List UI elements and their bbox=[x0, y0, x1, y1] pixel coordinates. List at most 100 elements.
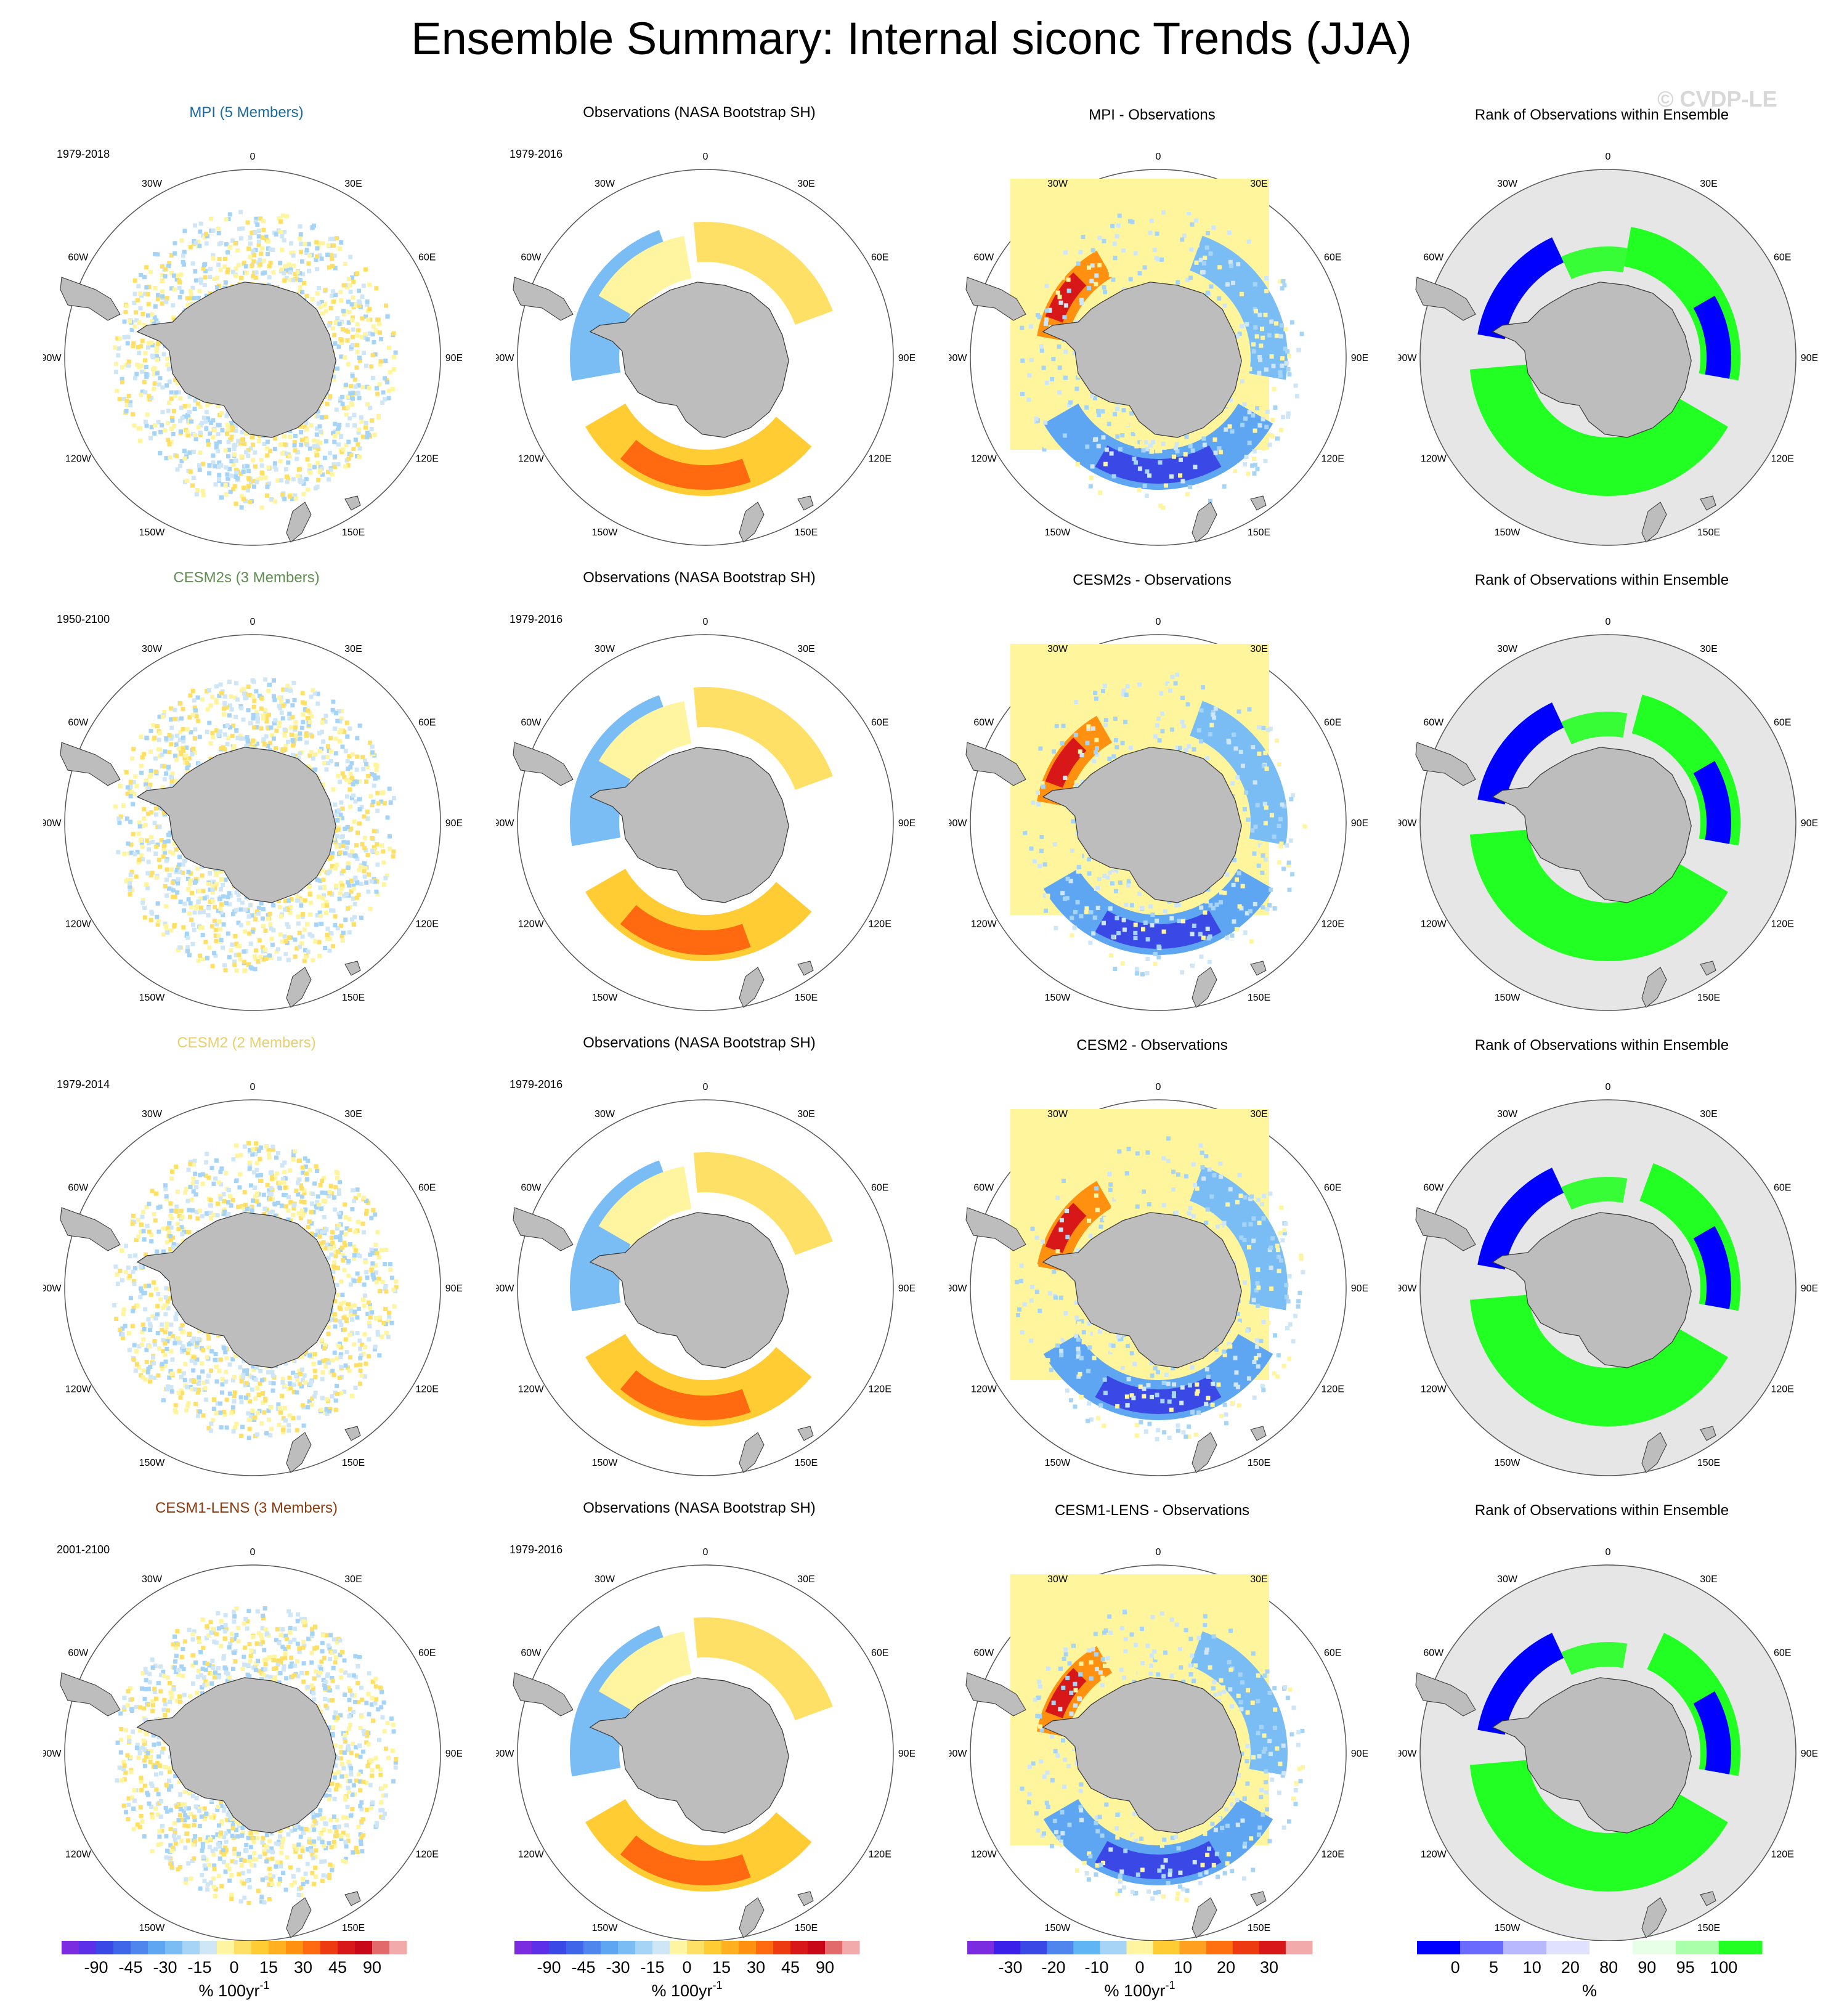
colorbar-swatch bbox=[1676, 1941, 1719, 1954]
meridian-label: 150W bbox=[592, 993, 619, 1003]
south-america-landmass bbox=[60, 1672, 121, 1717]
meridian-labels: 030E60E90E120E150E180150W120W90W60W30W bbox=[949, 152, 1368, 538]
south-america-landmass bbox=[965, 1207, 1026, 1251]
panel-model-row3: CESM2 (2 Members) 1979-2014 0 30E 60E 90E 120E… bbox=[18, 1023, 474, 1488]
colorbar-swatch bbox=[532, 1941, 550, 1954]
panel-obs-row4: Observations (NASA Bootstrap SH) 1979-201… bbox=[471, 1488, 927, 1953]
colorbar-tick-label: -20 bbox=[1041, 1958, 1065, 1977]
colorbar-obs: -90 -45 -30 -15 0 15 30 45 90 % 100yr-1 bbox=[514, 1941, 884, 2015]
meridian-label: 60E bbox=[871, 718, 888, 728]
tasmania-landmass bbox=[1250, 1891, 1267, 1906]
colorbar-tick-label: 90 bbox=[1638, 1958, 1656, 1977]
colorbar-swatch bbox=[704, 1941, 722, 1954]
south-america-landmass bbox=[1415, 277, 1476, 321]
meridian-label: 120W bbox=[1421, 1384, 1447, 1395]
meridian-labels: 030E60E90E120E150E180150W120W90W60W30W bbox=[1399, 1082, 1817, 1468]
south-america-landmass bbox=[1415, 1207, 1476, 1251]
meridian-label: 120W bbox=[518, 919, 545, 930]
meridian-label: 120W bbox=[65, 454, 92, 465]
tasmania-landmass bbox=[797, 495, 814, 511]
new-zealand-landmass bbox=[1641, 1897, 1667, 1938]
meridian-label: 60E bbox=[1324, 718, 1341, 728]
colorbar-swatch bbox=[583, 1941, 601, 1954]
colorbar-tick-label: 10 bbox=[1174, 1958, 1192, 1977]
meridian-label: 30E bbox=[797, 644, 814, 654]
meridian-label: 120E bbox=[416, 1384, 439, 1395]
period-label: 1979-2018 bbox=[57, 148, 110, 160]
colorbar-swatch bbox=[1719, 1941, 1763, 1954]
meridian-label: 120W bbox=[65, 919, 92, 930]
trend-field bbox=[570, 1617, 833, 1892]
colorbar-tick-label: 45 bbox=[328, 1958, 347, 1977]
colorbar-tick-label: 45 bbox=[781, 1958, 800, 1977]
colorbar-tick-label: 30 bbox=[747, 1958, 765, 1977]
colorbar-swatch bbox=[808, 1941, 826, 1954]
meridian-label: 90W bbox=[496, 818, 514, 829]
colorbar-swatch bbox=[131, 1941, 148, 1954]
meridian-labels: 030E60E90E120E150E180150W120W90W60W30W bbox=[949, 1082, 1368, 1468]
meridian-label: 120E bbox=[1771, 454, 1794, 465]
meridian-label: 90E bbox=[1801, 818, 1817, 829]
south-america-landmass bbox=[513, 742, 574, 786]
trend-field bbox=[1469, 1633, 1740, 1892]
tasmania-landmass bbox=[1250, 961, 1267, 976]
antarctica-landmass bbox=[1492, 1212, 1692, 1368]
meridian-label: 150E bbox=[342, 1458, 365, 1468]
colorbar-swatch bbox=[773, 1941, 791, 1954]
tasmania-landmass bbox=[1250, 495, 1267, 511]
meridian-label: 90W bbox=[43, 353, 62, 364]
period-label: 1950-2100 bbox=[57, 613, 110, 625]
meridian-label: 60W bbox=[973, 1183, 994, 1193]
polar-map: 030E60E90E120E150E180150W120W90W60W30W bbox=[43, 1060, 462, 1485]
meridian-label: 120W bbox=[971, 1850, 997, 1860]
colorbar-tick-label: 20 bbox=[1561, 1958, 1580, 1977]
panel-title: MPI (5 Members) bbox=[189, 104, 304, 121]
colorbar-swatch bbox=[549, 1941, 567, 1954]
colorbar-swatch bbox=[200, 1941, 217, 1954]
colorbar-tick-label: -45 bbox=[571, 1958, 595, 1977]
meridian-label: 90E bbox=[445, 1749, 462, 1759]
tasmania-landmass bbox=[344, 1426, 361, 1441]
colorbar-swatch bbox=[967, 1941, 994, 1954]
meridian-label: 0 bbox=[1606, 617, 1611, 627]
antarctica-landmass bbox=[1492, 282, 1692, 438]
colorbar-units: % 100yr-1 bbox=[651, 1979, 722, 2000]
meridian-label: 150W bbox=[592, 527, 619, 538]
meridian-labels: 030E60E90E120E150E180150W120W90W60W30W bbox=[496, 1082, 915, 1468]
meridian-label: 60E bbox=[418, 253, 436, 263]
meridian-label: 120W bbox=[971, 1384, 997, 1395]
meridian-label: 0 bbox=[250, 617, 256, 627]
meridian-label: 150E bbox=[342, 527, 365, 538]
colorbar-tick-label: 0 bbox=[229, 1958, 238, 1977]
colorbar-swatch bbox=[1590, 1941, 1633, 1954]
new-zealand-landmass bbox=[1192, 1432, 1217, 1473]
meridian-label: 90W bbox=[1399, 1749, 1417, 1759]
tasmania-landmass bbox=[797, 1426, 814, 1441]
meridian-label: 120E bbox=[416, 454, 439, 465]
colorbar-tick-label: 0 bbox=[682, 1958, 691, 1977]
meridian-labels: 030E60E90E120E150E180150W120W90W60W30W bbox=[43, 617, 462, 1003]
panel-diff-row1: MPI - Observations030E60E90E120E150E1801… bbox=[924, 92, 1380, 558]
south-america-landmass bbox=[1415, 742, 1476, 786]
meridian-label: 30W bbox=[595, 1574, 615, 1585]
panel-obs-row1: Observations (NASA Bootstrap SH) 1979-201… bbox=[471, 92, 927, 558]
meridian-labels: 030E60E90E120E150E180150W120W90W60W30W bbox=[496, 1547, 915, 1933]
period-label: 2001-2100 bbox=[57, 1543, 110, 1556]
polar-map: 030E60E90E120E150E180150W120W90W60W30W bbox=[496, 1525, 915, 1950]
meridian-label: 60E bbox=[871, 1183, 888, 1193]
meridian-label: 0 bbox=[1156, 152, 1161, 162]
polar-map: 030E60E90E120E150E180150W120W90W60W30W bbox=[43, 129, 462, 555]
polar-map: 030E60E90E120E150E180150W120W90W60W30W bbox=[949, 1525, 1368, 1950]
antarctica-landmass bbox=[136, 1212, 336, 1368]
meridian-label: 90E bbox=[445, 818, 462, 829]
meridian-label: 0 bbox=[250, 152, 256, 162]
colorbar-tick-label: -30 bbox=[998, 1958, 1022, 1977]
colorbar-tick-label: 10 bbox=[1523, 1958, 1541, 1977]
meridian-label: 90W bbox=[949, 1283, 967, 1294]
panel-title: Rank of Observations within Ensemble bbox=[1474, 572, 1729, 588]
meridian-label: 150W bbox=[1495, 527, 1521, 538]
colorbar-swatch bbox=[1100, 1941, 1127, 1954]
meridian-label: 60E bbox=[1324, 1183, 1341, 1193]
meridian-label: 150E bbox=[795, 527, 818, 538]
panel-title: Observations (NASA Bootstrap SH) bbox=[583, 1034, 816, 1051]
